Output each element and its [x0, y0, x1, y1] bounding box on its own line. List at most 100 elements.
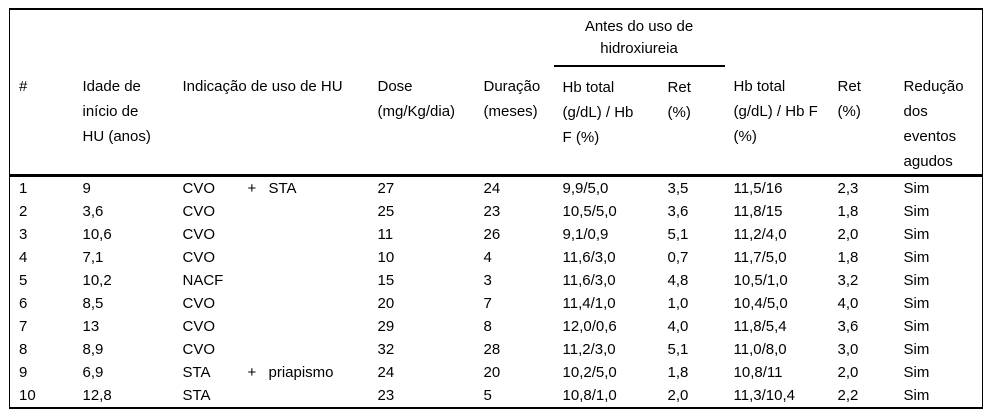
cell-ret-depois: 2,3 — [837, 180, 859, 197]
col-header-hb-depois: Hb total (g/dL) / Hb F (%) — [724, 66, 829, 177]
cell-idade: 3,6 — [82, 203, 104, 220]
cell-num: 1 — [19, 180, 28, 197]
cell-idade: 10,2 — [82, 272, 112, 289]
cell-dose: 10 — [377, 249, 395, 266]
indication-primary: CVO — [182, 318, 216, 335]
indication-secondary: STA — [268, 180, 297, 197]
cell-ret-antes: 3,6 — [667, 203, 689, 220]
cell-indicacao: CVO — [174, 292, 369, 315]
table-header: Antes do uso de hidroxiureia # Idade de … — [9, 9, 983, 177]
cell-duracao: 4 — [483, 249, 492, 266]
cell-duracao: 3 — [483, 272, 492, 289]
cell-reducao: Sim — [903, 341, 930, 358]
cell-hb-antes: 10,5/5,0 — [562, 203, 617, 220]
cell-indicacao: STA — [174, 384, 369, 408]
cell-hb-depois: 11,8/5,4 — [733, 318, 787, 335]
cell-duracao: 20 — [483, 364, 501, 381]
cell-duracao: 24 — [483, 180, 501, 197]
cell-hb-antes: 10,2/5,0 — [562, 364, 617, 381]
table-row: 4 7,1 CVO 10 4 11,6/3,0 0,7 11,7/5,0 1,8 Sim — [10, 246, 983, 269]
col-header-idade: Idade de início de HU (anos) — [73, 66, 174, 177]
cell-hb-antes: 11,6/3,0 — [562, 249, 616, 266]
table-row: 5 10,2 NACF 15 3 11,6/3,0 4,8 10,5/1,0 3,2 Sim — [10, 269, 983, 292]
table-row: 3 10,6 CVO 11 26 9,1/0,9 5,1 11,2/4,0 2,0 Sim — [10, 223, 983, 246]
cell-ret-depois: 3,2 — [837, 272, 859, 289]
cell-num: 8 — [19, 341, 28, 358]
cell-hb-antes: 10,8/1,0 — [562, 387, 617, 404]
table-row: 10 12,8 STA 23 5 10,8/1,0 2,0 11,3/10,4 2,2 Sim — [10, 384, 983, 408]
cell-ret-antes: 4,8 — [667, 272, 689, 289]
cell-reducao: Sim — [903, 203, 930, 220]
cell-hb-depois: 11,3/10,4 — [733, 387, 795, 404]
cell-ret-depois: 2,2 — [837, 387, 859, 404]
cell-num: 5 — [19, 272, 28, 289]
cell-reducao: Sim — [903, 249, 930, 266]
table-row: 8 8,9 CVO 32 28 11,2/3,0 5,1 11,0/8,0 3,0 Sim — [10, 338, 983, 361]
indication-primary: CVO — [182, 249, 216, 266]
cell-idade: 9 — [82, 180, 91, 197]
cell-idade: 12,8 — [82, 387, 112, 404]
indication-primary: CVO — [182, 203, 216, 220]
cell-num: 9 — [19, 364, 28, 381]
cell-hb-antes: 11,4/1,0 — [562, 295, 616, 312]
plus-sign: + — [247, 364, 257, 381]
cell-dose: 15 — [377, 272, 395, 289]
cell-hb-antes: 9,9/5,0 — [562, 180, 609, 197]
cell-indicacao: CVO — [174, 223, 369, 246]
indication-primary: CVO — [182, 341, 216, 358]
cell-duracao: 5 — [483, 387, 492, 404]
cell-idade: 8,5 — [82, 295, 104, 312]
cell-indicacao: CVO — [174, 200, 369, 223]
indication-primary: CVO — [182, 226, 216, 243]
cell-idade: 6,9 — [82, 364, 104, 381]
cell-num: 7 — [19, 318, 28, 335]
cell-ret-antes: 1,8 — [667, 364, 689, 381]
cell-hb-antes: 9,1/0,9 — [562, 226, 609, 243]
cell-dose: 25 — [377, 203, 395, 220]
cell-idade: 7,1 — [82, 249, 104, 266]
group-header-spacer-left — [10, 9, 554, 66]
cell-duracao: 8 — [483, 318, 492, 335]
cell-ret-antes: 3,5 — [667, 180, 689, 197]
cell-hb-depois: 11,5/16 — [733, 180, 783, 197]
col-header-ret-depois: Ret (%) — [828, 66, 895, 177]
cell-ret-depois: 2,0 — [837, 226, 859, 243]
table-row: 7 13 CVO 29 8 12,0/0,6 4,0 11,8/5,4 3,6 Sim — [10, 315, 983, 338]
col-header-ret-antes: Ret (%) — [658, 66, 725, 177]
cell-dose: 23 — [377, 387, 395, 404]
indication-primary: CVO — [182, 295, 216, 312]
table-body: 1 9 CVO + STA 27 24 9,9/5,0 3,5 11,5/16 2,3 Sim 2 3,6… — [10, 176, 983, 409]
cell-hb-depois: 11,7/5,0 — [733, 249, 787, 266]
cell-idade: 10,6 — [82, 226, 112, 243]
cell-num: 4 — [19, 249, 28, 266]
cell-hb-depois: 11,8/15 — [733, 203, 783, 220]
cell-hb-depois: 10,5/1,0 — [733, 272, 788, 289]
cell-ret-depois: 3,0 — [837, 341, 859, 358]
cell-indicacao: CVO + STA — [174, 176, 369, 201]
table-row: 2 3,6 CVO 25 23 10,5/5,0 3,6 11,8/15 1,8 Sim — [10, 200, 983, 223]
cell-hb-depois: 11,2/4,0 — [733, 226, 787, 243]
cell-reducao: Sim — [903, 272, 930, 289]
group-header-row: Antes do uso de hidroxiureia — [10, 9, 983, 67]
col-header-num: # — [9, 66, 74, 177]
cell-ret-antes: 1,0 — [667, 295, 689, 312]
cell-num: 6 — [19, 295, 28, 312]
cell-ret-depois: 2,0 — [837, 364, 859, 381]
cell-hb-depois: 11,0/8,0 — [733, 341, 787, 358]
cell-ret-depois: 1,8 — [837, 203, 859, 220]
cell-indicacao: CVO — [174, 315, 369, 338]
group-header-spacer-right — [725, 9, 983, 66]
cell-num: 3 — [19, 226, 28, 243]
cell-dose: 32 — [377, 341, 395, 358]
cell-ret-depois: 3,6 — [837, 318, 859, 335]
cell-reducao: Sim — [903, 364, 930, 381]
cell-dose: 29 — [377, 318, 395, 335]
column-header-row: # Idade de início de HU (anos) Indicação… — [9, 66, 983, 177]
cell-num: 2 — [19, 203, 28, 220]
table-row: 9 6,9 STA + priapismo 24 20 10,2/5,0 1,8 10,8/11 2… — [10, 361, 983, 384]
table-row: 6 8,5 CVO 20 7 11,4/1,0 1,0 10,4/5,0 4,0 Sim — [10, 292, 983, 315]
cell-reducao: Sim — [903, 226, 930, 243]
cell-hb-antes: 11,2/3,0 — [562, 341, 616, 358]
cell-num: 10 — [19, 387, 36, 404]
cell-idade: 8,9 — [82, 341, 104, 358]
